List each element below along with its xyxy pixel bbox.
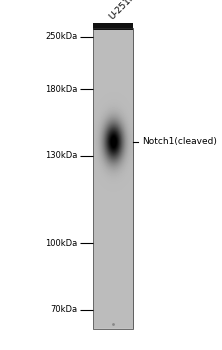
Text: 130kDa: 130kDa [45,151,78,160]
Bar [93,23,133,30]
Text: Notch1(cleaved): Notch1(cleaved) [142,137,217,146]
Text: 180kDa: 180kDa [45,85,78,94]
Bar [93,28,133,329]
Text: 100kDa: 100kDa [46,239,78,248]
Text: U-251MG: U-251MG [107,0,143,21]
Text: 250kDa: 250kDa [46,32,78,41]
Text: 70kDa: 70kDa [51,305,78,314]
